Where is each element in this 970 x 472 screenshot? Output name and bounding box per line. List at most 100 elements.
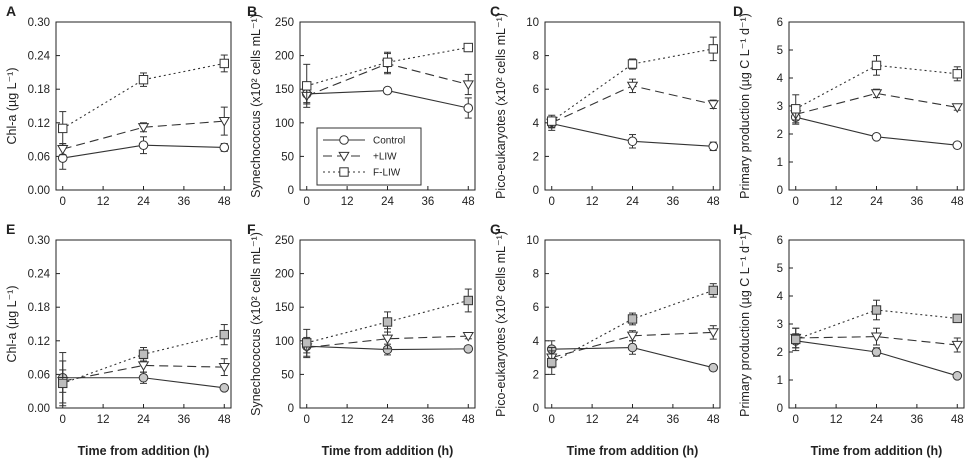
y-tick-label: 6	[533, 84, 539, 96]
data-point-control	[463, 103, 474, 113]
y-tick-label: 0	[533, 185, 539, 197]
y-tick-label: 0	[777, 403, 783, 415]
data-point-f-liw	[547, 116, 557, 126]
data-point-f-liw	[138, 349, 149, 359]
data-point-f-liw	[138, 74, 149, 85]
series-control-d	[790, 109, 963, 150]
data-point-f-liw	[791, 104, 801, 114]
plot-frame-d	[788, 21, 965, 191]
y-axis-title-d: Primary production (µg C L⁻¹ d⁻¹)	[738, 13, 752, 199]
legend-entry-label: F-LIW	[373, 168, 401, 179]
y-tick-label: 0.00	[28, 185, 50, 197]
data-point-liw	[137, 123, 150, 133]
data-point-liw	[951, 103, 963, 113]
data-point-liw	[218, 117, 230, 127]
series-control-g	[546, 340, 719, 373]
y-tick-label: 50	[281, 151, 294, 163]
y-tick-label: 0.18	[28, 84, 50, 96]
y-tick-label: 10	[526, 17, 539, 29]
panel-label-a: A	[6, 3, 16, 19]
x-tick-label: 48	[707, 196, 720, 208]
y-tick-label: 2	[777, 347, 783, 359]
x-tick-label: 36	[666, 414, 679, 426]
y-tick-label: 0.00	[28, 403, 50, 415]
y-tick-label: 250	[275, 17, 294, 29]
y-tick-label: 4	[777, 73, 784, 85]
x-tick-label: 48	[707, 414, 720, 426]
y-tick-label: 0	[777, 185, 783, 197]
y-tick-label: 5	[777, 263, 783, 275]
series-control-a	[57, 136, 230, 170]
x-tick-label: 12	[97, 196, 110, 208]
data-point-control	[219, 142, 230, 153]
y-axis-title-a: Chl-a (µg L⁻¹)	[5, 67, 19, 144]
plot-frame-a	[55, 21, 232, 191]
x-tick-label: 0	[549, 196, 555, 208]
y-tick-label: 0.30	[28, 17, 50, 29]
legend-entry-label: +LIW	[373, 152, 397, 163]
data-point-f-liw	[382, 57, 393, 68]
x-tick-label: 24	[870, 414, 883, 426]
series-f-liw-e	[58, 324, 229, 407]
series-f-liw-g	[547, 283, 718, 375]
x-tick-label: 12	[830, 196, 843, 208]
data-point-f-liw	[58, 123, 68, 134]
x-tick-label: 36	[910, 196, 923, 208]
x-tick-label: 36	[910, 414, 923, 426]
x-tick-label: 36	[421, 414, 434, 426]
y-tick-label: 5	[777, 45, 783, 57]
y-tick-label: 2	[777, 129, 783, 141]
y-tick-label: 100	[275, 336, 294, 348]
data-point-f-liw	[871, 305, 882, 315]
data-point-f-liw	[302, 81, 312, 91]
data-point-f-liw	[58, 378, 68, 389]
data-point-f-liw	[791, 334, 801, 345]
data-point-liw	[870, 89, 883, 99]
data-point-liw	[57, 145, 69, 155]
data-point-control	[627, 342, 638, 353]
data-point-f-liw	[463, 42, 473, 53]
series-line	[795, 336, 958, 346]
series-liw-c	[546, 78, 719, 129]
data-point-f-liw	[952, 313, 962, 324]
x-tick-label: 24	[626, 196, 639, 208]
x-tick-label: 48	[462, 196, 475, 208]
y-tick-label: 10	[526, 235, 539, 247]
x-tick-label: 0	[304, 414, 310, 426]
y-tick-label: 2	[533, 369, 539, 381]
data-point-f-liw	[382, 317, 393, 327]
x-axis-title-g: Time from addition (h)	[567, 444, 699, 458]
x-tick-label: 12	[586, 414, 599, 426]
data-point-control	[871, 132, 882, 142]
data-point-f-liw	[547, 357, 557, 368]
x-tick-label: 24	[381, 414, 394, 426]
x-axis-title-h: Time from addition (h)	[811, 444, 943, 458]
series-f-liw-f	[302, 288, 473, 357]
x-tick-label: 36	[421, 196, 434, 208]
x-tick-label: 48	[951, 196, 964, 208]
data-point-liw	[381, 334, 394, 345]
data-point-control	[138, 140, 149, 150]
y-tick-label: 0.06	[28, 151, 50, 163]
data-point-control	[382, 85, 393, 96]
data-point-f-liw	[952, 69, 962, 79]
y-tick-label: 6	[777, 235, 783, 247]
y-axis-title-b: Synechococcus (x10² cells mL⁻¹)	[249, 14, 263, 198]
y-tick-label: 4	[777, 291, 784, 303]
data-point-liw	[951, 340, 963, 351]
x-tick-label: 12	[341, 414, 354, 426]
data-point-liw	[707, 100, 719, 110]
data-point-control	[871, 347, 882, 357]
data-point-f-liw	[708, 44, 718, 54]
y-tick-label: 0.18	[28, 302, 50, 314]
y-tick-label: 1	[777, 375, 783, 387]
x-tick-label: 0	[304, 196, 310, 208]
series-control-b	[301, 83, 474, 119]
series-f-liw-c	[547, 36, 718, 128]
legend-marker	[339, 167, 349, 177]
data-point-f-liw	[302, 338, 312, 348]
